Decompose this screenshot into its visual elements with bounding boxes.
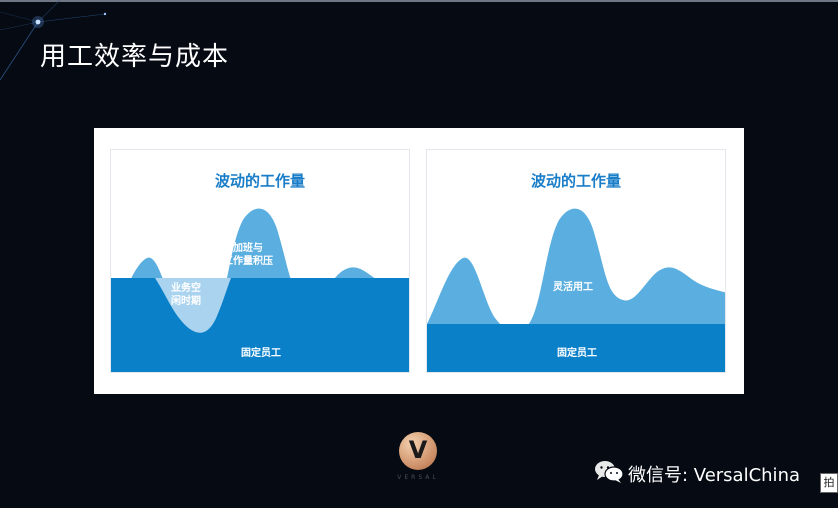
figure-card: 波动的工作量 加班与 工作量积压 业务空 闲时期 固定员工 波动的工作量 灵活用… [94,128,744,394]
network-decoration [0,0,107,81]
wechat-id-text: 微信号: VersalChina [628,465,801,486]
idle-period-label: 业务空 闲时期 [171,283,201,307]
panel-title: 波动的工作量 [214,172,305,190]
idle-gap-area [155,278,231,333]
overtime-label: 加班与 工作量积压 [223,243,273,267]
fixed-staff-area [427,324,725,372]
versal-logo: V VERSAL [397,432,439,488]
chart-panel-overtime: 波动的工作量 加班与 工作量积压 业务空 闲时期 固定员工 [110,149,410,373]
logo-wordmark: VERSAL [397,474,439,481]
top-border-line [0,0,838,2]
fixed-staff-label: 固定员工 [557,348,597,359]
flexible-staff-label: 灵活用工 [553,282,593,293]
fixed-staff-label: 固定员工 [241,348,281,359]
chart-panel-overtime-graphic [111,208,409,372]
logo-circle [399,432,437,470]
slide-title: 用工效率与成本 [40,42,230,72]
capacity-band-overflow [111,208,409,278]
wechat-icon [595,461,624,483]
chart-panel-flexible-graphic [427,208,725,372]
chart-panel-flexible: 波动的工作量 灵活用工 固定员工 [426,149,726,373]
logo-letter: V [408,436,428,464]
corner-overlay-button[interactable]: 拍 [820,473,838,493]
panel-title: 波动的工作量 [530,172,621,190]
